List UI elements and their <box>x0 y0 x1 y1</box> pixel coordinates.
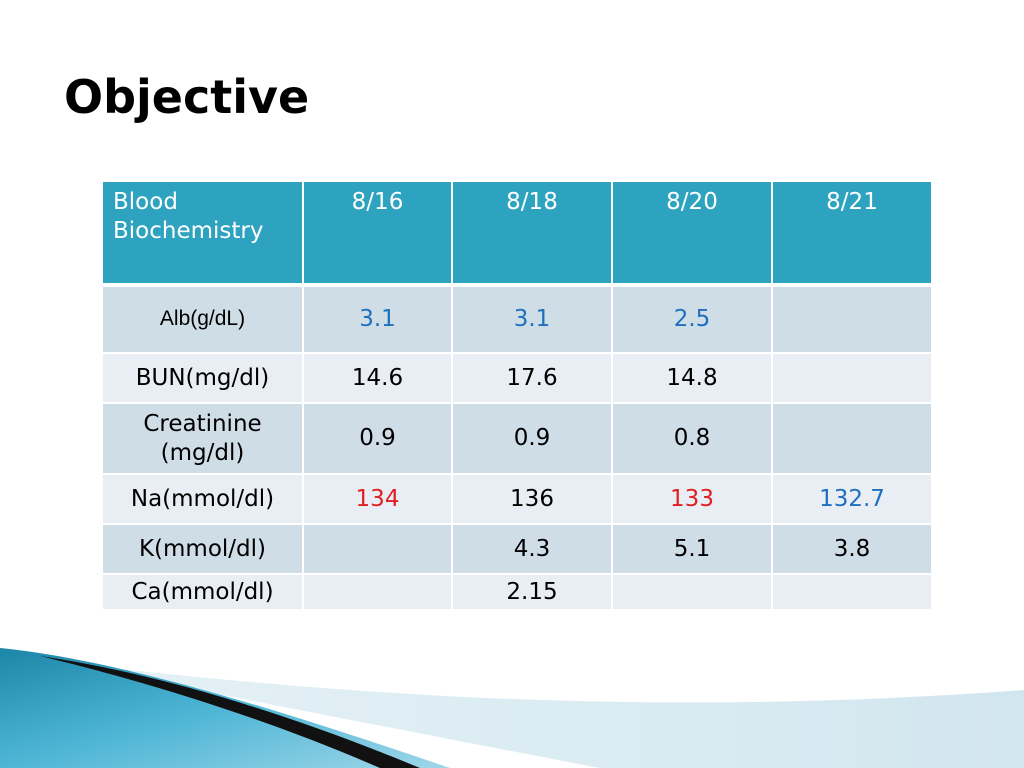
table-cell <box>611 573 773 611</box>
table-cell: 17.6 <box>451 352 613 404</box>
row-label: Ca(mmol/dl) <box>101 573 304 611</box>
header-label-line1: Blood <box>113 189 178 215</box>
table-header-row: Blood Biochemistry 8/16 8/18 8/20 8/21 <box>101 180 933 286</box>
table-cell: 3.8 <box>771 523 933 575</box>
table-cell: 132.7 <box>771 473 933 525</box>
header-label-line2: Biochemistry <box>113 217 264 244</box>
table-cell: 5.1 <box>611 523 773 575</box>
row-label: Alb(g/dL) <box>101 284 304 354</box>
table-cell: 14.8 <box>611 352 773 404</box>
table-row-na: Na(mmol/dl) 134 136 133 132.7 <box>101 473 933 525</box>
table-row-alb: Alb(g/dL) 3.1 3.1 2.5 <box>101 284 933 354</box>
table-cell <box>771 573 933 611</box>
table-cell: 2.5 <box>611 284 773 354</box>
table-cell <box>771 352 933 404</box>
table-row-k: K(mmol/dl) 4.3 5.1 3.8 <box>101 523 933 575</box>
table-cell: 3.1 <box>302 284 453 354</box>
row-label: BUN(mg/dl) <box>101 352 304 404</box>
table-cell: 0.9 <box>302 402 453 475</box>
row-label: Creatinine (mg/dl) <box>101 402 304 475</box>
slide-title: Objective <box>64 70 310 124</box>
row-label: Na(mmol/dl) <box>101 473 304 525</box>
table-cell: 136 <box>451 473 613 525</box>
header-cell-date-2: 8/18 <box>451 180 613 286</box>
table-cell <box>302 573 453 611</box>
blood-biochemistry-table: Blood Biochemistry 8/16 8/18 8/20 8/21 A… <box>101 180 933 611</box>
table-cell: 14.6 <box>302 352 453 404</box>
table-cell <box>771 284 933 354</box>
row-label-line1: Creatinine <box>143 410 262 437</box>
table-cell <box>771 402 933 475</box>
table-cell: 133 <box>611 473 773 525</box>
header-cell-date-3: 8/20 <box>611 180 773 286</box>
table-cell: 4.3 <box>451 523 613 575</box>
table-row-ca: Ca(mmol/dl) 2.15 <box>101 573 933 611</box>
row-label-line2: (mg/dl) <box>160 439 245 466</box>
header-cell-date-4: 8/21 <box>771 180 933 286</box>
table-cell <box>302 523 453 575</box>
row-label: K(mmol/dl) <box>101 523 304 575</box>
table-cell: 3.1 <box>451 284 613 354</box>
table-cell: 134 <box>302 473 453 525</box>
header-cell-blood-biochemistry: Blood Biochemistry <box>101 180 304 286</box>
table-cell: 2.15 <box>451 573 613 611</box>
table-row-bun: BUN(mg/dl) 14.6 17.6 14.8 <box>101 352 933 404</box>
table-row-creatinine: Creatinine (mg/dl) 0.9 0.9 0.8 <box>101 402 933 475</box>
table-cell: 0.8 <box>611 402 773 475</box>
header-cell-date-1: 8/16 <box>302 180 453 286</box>
table-cell: 0.9 <box>451 402 613 475</box>
